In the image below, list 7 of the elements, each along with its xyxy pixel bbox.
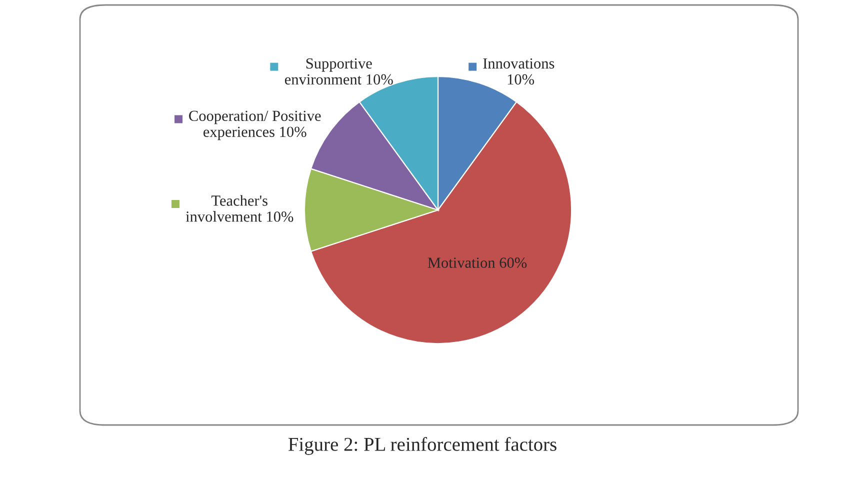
legend-label: Cooperation/ Positive experiences 10% xyxy=(189,110,321,140)
legend-label: Teacher's involvement 10% xyxy=(186,195,294,222)
data-label: 10% xyxy=(508,74,534,85)
caption: Figure 2: PL reinforcement factors xyxy=(288,437,556,455)
slice-label: Motivation 60% xyxy=(428,258,527,268)
legend-label: Supportive environment 10% xyxy=(284,58,393,85)
legend-label: Innovations xyxy=(483,58,554,69)
